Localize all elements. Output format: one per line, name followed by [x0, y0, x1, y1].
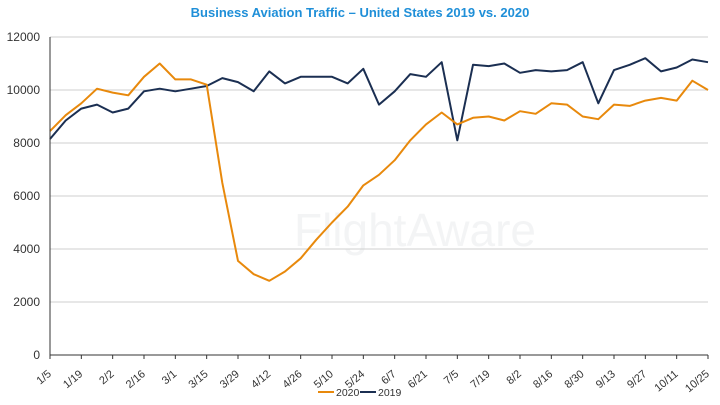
- x-tick-label: 4/12: [249, 368, 273, 391]
- x-tick-label: 9/27: [625, 368, 649, 391]
- x-tick-label: 1/19: [61, 368, 85, 391]
- x-tick-label: 7/19: [468, 368, 492, 391]
- x-tick-label: 1/5: [34, 368, 53, 387]
- x-tick-label: 6/21: [406, 368, 430, 391]
- x-tick-label: 3/29: [218, 368, 242, 391]
- y-tick-label: 12000: [7, 30, 41, 44]
- watermark-text: FlightAware: [294, 204, 536, 256]
- x-tick-label: 8/16: [531, 368, 555, 391]
- x-tick-label: 4/26: [280, 368, 304, 391]
- series-line-2019: [49, 57, 709, 142]
- series-line-2020: [49, 62, 709, 282]
- legend-label-2019: 2019: [378, 387, 402, 399]
- x-tick-label: 2/2: [97, 368, 116, 387]
- x-tick-label: 5/10: [312, 368, 336, 391]
- x-tick-label: 8/2: [504, 368, 523, 387]
- y-tick-label: 6000: [13, 189, 40, 203]
- y-tick-label: 0: [33, 348, 40, 362]
- x-tick-label: 6/7: [379, 368, 398, 387]
- y-tick-label: 4000: [13, 242, 40, 256]
- y-tick-label: 2000: [13, 295, 40, 309]
- x-tick-label: 10/25: [683, 368, 712, 395]
- x-tick-label: 10/11: [652, 368, 680, 394]
- y-tick-label: 10000: [7, 83, 41, 97]
- x-tick-label: 2/16: [124, 368, 148, 391]
- legend-label-2020: 2020: [336, 387, 360, 399]
- chart-title: Business Aviation Traffic – United State…: [190, 5, 530, 20]
- x-tick-label: 7/5: [442, 368, 461, 387]
- x-tick-label: 9/13: [594, 368, 618, 391]
- x-tick-label: 8/30: [562, 368, 586, 391]
- x-tick-label: 3/15: [186, 368, 210, 391]
- x-tick-label: 3/1: [160, 368, 179, 387]
- y-tick-label: 8000: [13, 136, 40, 150]
